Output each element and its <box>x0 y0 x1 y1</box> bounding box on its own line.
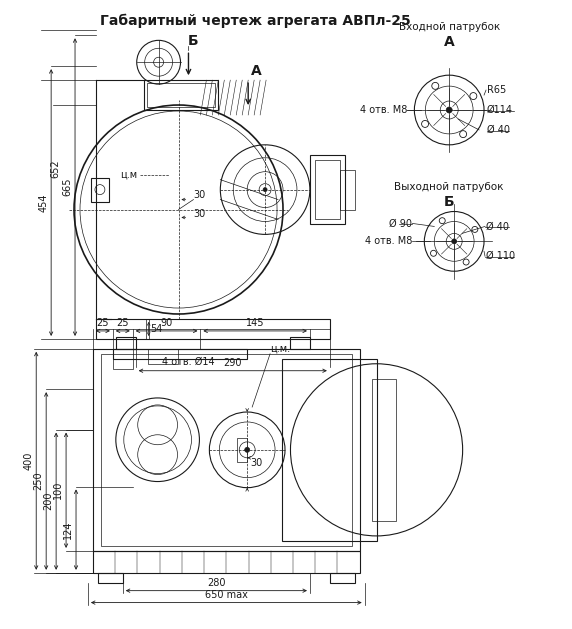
Text: 145: 145 <box>246 318 264 328</box>
Text: ц.м: ц.м <box>121 170 138 180</box>
Text: 30: 30 <box>193 189 206 199</box>
Text: А: А <box>444 35 455 49</box>
Text: 30: 30 <box>193 209 206 220</box>
Bar <box>315 160 340 220</box>
Text: Ø 90: Ø 90 <box>390 218 412 228</box>
Text: 25: 25 <box>97 318 109 328</box>
Text: 4 отв. M8: 4 отв. M8 <box>365 237 412 247</box>
Text: Выходной патрубок: Выходной патрубок <box>395 182 504 192</box>
Text: 30: 30 <box>250 458 263 468</box>
Text: Б: Б <box>188 35 198 48</box>
Text: 124: 124 <box>63 520 73 539</box>
Circle shape <box>452 239 456 244</box>
Bar <box>282 359 376 541</box>
Text: 25: 25 <box>117 318 129 328</box>
Circle shape <box>263 187 267 192</box>
Text: 665: 665 <box>62 178 72 196</box>
Bar <box>91 177 109 201</box>
Bar <box>98 573 123 582</box>
Bar <box>101 353 352 546</box>
Bar <box>237 438 247 462</box>
Text: 290: 290 <box>224 358 242 368</box>
Bar <box>144 80 219 110</box>
Bar <box>116 337 136 349</box>
Text: Б: Б <box>444 194 455 209</box>
Text: 280: 280 <box>207 577 225 587</box>
Circle shape <box>446 107 452 113</box>
Bar <box>93 551 360 573</box>
Bar <box>146 83 215 107</box>
Bar <box>310 155 345 225</box>
Circle shape <box>245 447 249 452</box>
Text: Ø 110: Ø 110 <box>486 251 515 261</box>
Text: 4 отв. M8: 4 отв. M8 <box>360 105 407 115</box>
Text: 200: 200 <box>43 492 53 511</box>
Text: 54: 54 <box>150 324 163 334</box>
Text: Ø114: Ø114 <box>487 105 513 115</box>
Text: 250: 250 <box>33 472 43 490</box>
Text: R65: R65 <box>487 85 506 95</box>
Text: 652: 652 <box>50 159 60 178</box>
Bar <box>340 170 355 209</box>
Text: 100: 100 <box>53 481 63 499</box>
Text: Входной патрубок: Входной патрубок <box>399 23 500 33</box>
Text: Габаритный чертеж агрегата АВПл-25: Габаритный чертеж агрегата АВПл-25 <box>100 13 411 28</box>
Bar <box>113 349 133 369</box>
Text: ц.м.: ц.м. <box>270 344 290 353</box>
Text: 650 max: 650 max <box>205 589 248 599</box>
Text: Ø 40: Ø 40 <box>487 125 510 135</box>
Bar <box>113 349 247 359</box>
Text: Ø 40: Ø 40 <box>486 221 509 231</box>
Bar <box>330 573 355 582</box>
Bar <box>372 379 396 521</box>
Text: 90: 90 <box>161 318 173 328</box>
Bar <box>290 337 310 349</box>
Bar <box>148 349 177 364</box>
Text: 454: 454 <box>38 193 48 212</box>
Bar <box>96 319 330 339</box>
Text: 4 отв. Ø14: 4 отв. Ø14 <box>162 357 215 367</box>
Text: 400: 400 <box>23 452 33 470</box>
Bar <box>93 349 360 551</box>
Text: А: А <box>251 64 262 78</box>
